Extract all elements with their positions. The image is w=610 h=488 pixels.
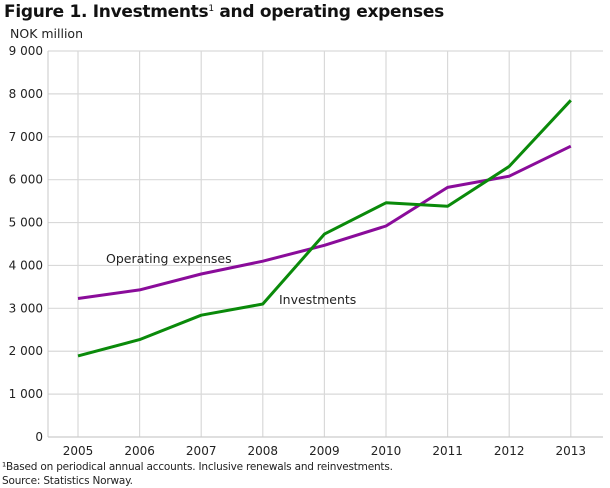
x-tick-label: 2008 [248,444,279,458]
y-axis: 0 1 000 2 000 3 000 4 000 5 000 6 000 7 000 8 00… [9,44,43,444]
label-operating-expenses: Operating expenses [106,251,232,266]
y-tick-label: 3 000 [9,301,43,315]
x-axis: 2005 2006 2007 2008 2009 2010 2011 2012 2013 [63,444,586,458]
series-lines [77,99,572,358]
y-tick-label: 7 000 [9,130,43,144]
series-line-investments [77,99,572,358]
line-chart: 2005 2006 2007 2008 2009 2010 2011 2012 2013 0 1 … [9,44,603,458]
x-tick-label: 2010 [371,444,402,458]
label-investments: Investments [279,292,356,307]
x-tick-label: 2005 [63,444,94,458]
x-tick-label: 2011 [432,444,463,458]
x-tick-label: 2009 [309,444,340,458]
y-tick-label: 0 [35,430,43,444]
grid [47,50,603,438]
title-footnote-marker: 1 [208,4,214,14]
y-tick-label: 2 000 [9,344,43,358]
x-tick-label: 2006 [124,444,155,458]
footnote: ¹Based on periodical annual accounts. In… [2,461,393,473]
y-tick-label: 5 000 [9,216,43,230]
y-axis-label: NOK million [10,26,83,41]
x-tick-label: 2013 [556,444,587,458]
y-tick-label: 8 000 [9,87,43,101]
y-tick-label: 4 000 [9,258,43,272]
x-tick-label: 2012 [494,444,525,458]
y-tick-label: 1 000 [9,387,43,401]
series-labels: Operating expenses Investments [106,251,356,307]
y-tick-label: 6 000 [9,173,43,187]
y-tick-label: 9 000 [9,44,43,58]
chart-title: Figure 1. Investments1 and operating exp… [4,2,444,22]
x-tick-label: 2007 [186,444,217,458]
title-main: Figure 1. Investments [4,2,209,22]
source-note: Source: Statistics Norway. [2,475,133,487]
title-rest: and operating expenses [213,2,444,22]
